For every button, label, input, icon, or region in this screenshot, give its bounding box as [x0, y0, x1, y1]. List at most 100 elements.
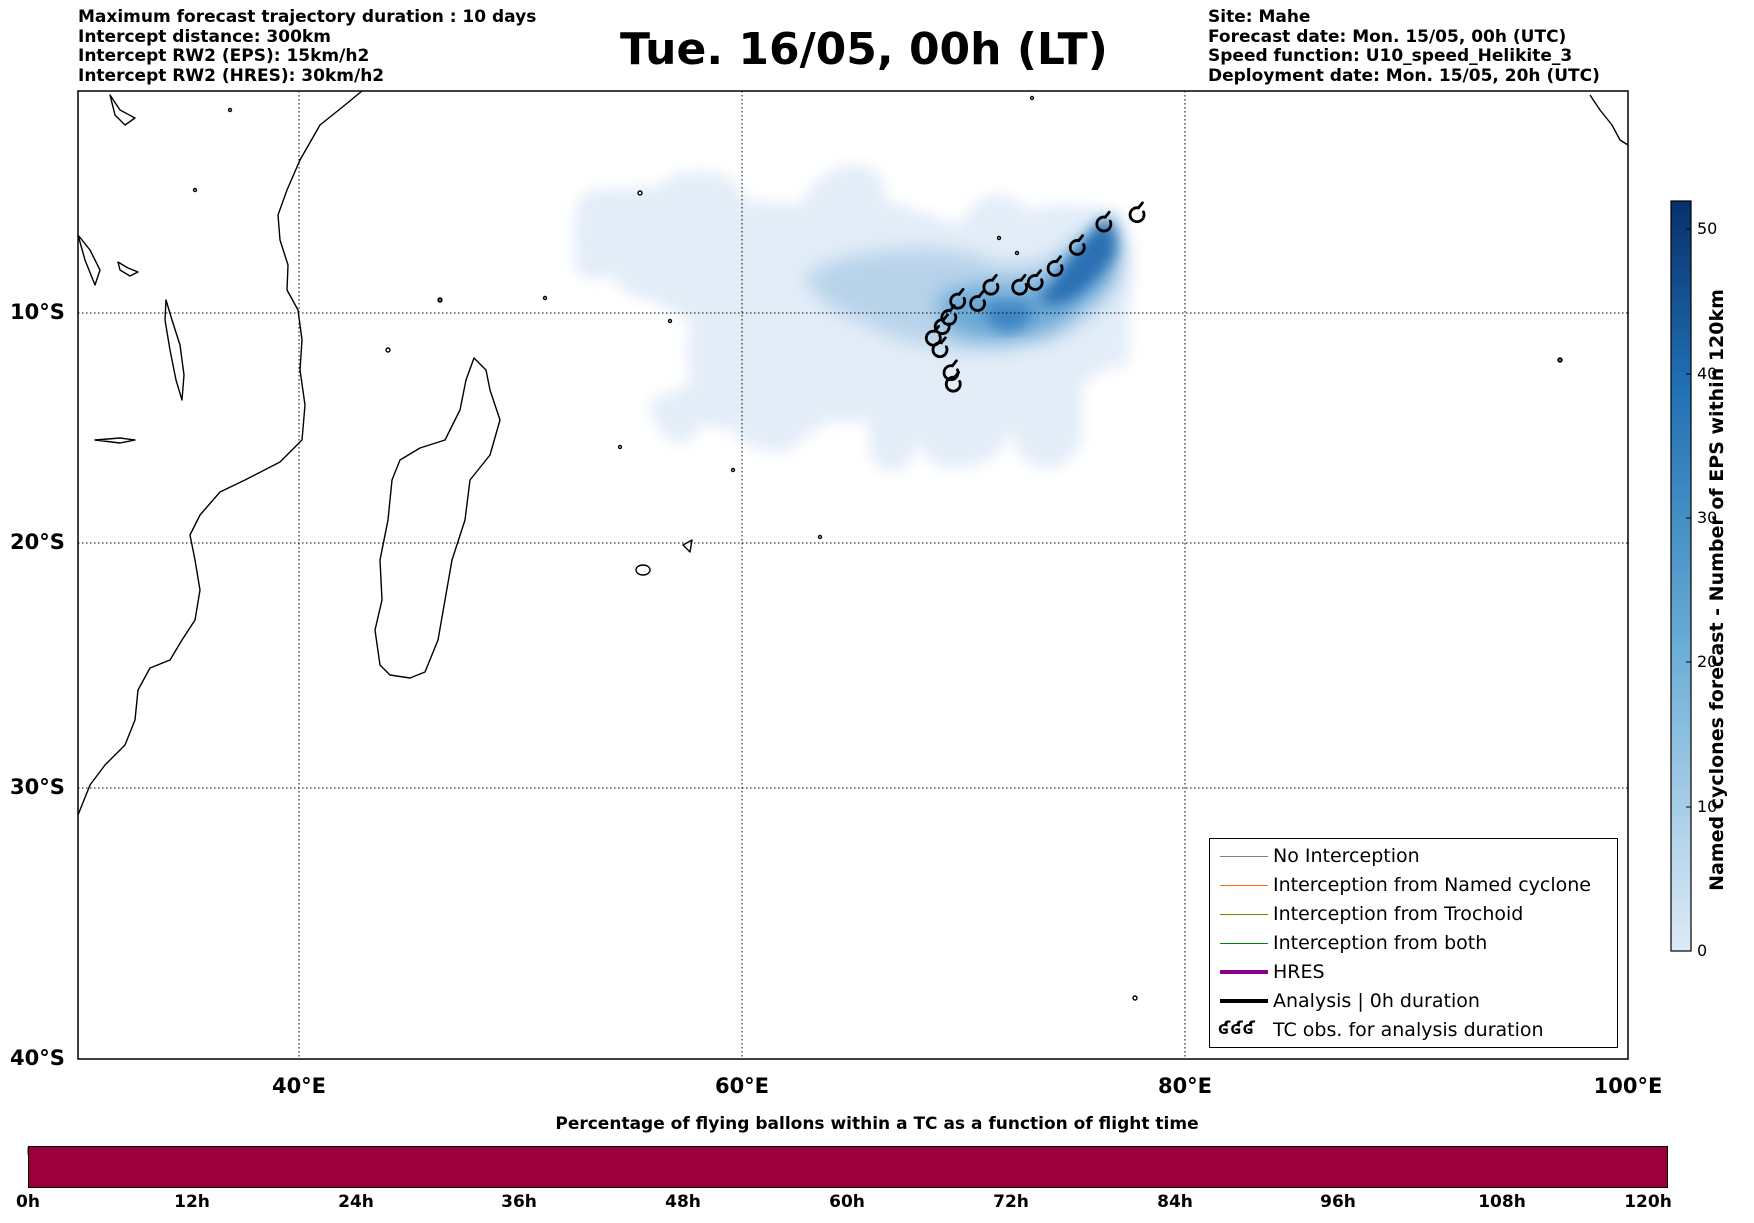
- time-tick-label: 48h: [665, 1192, 701, 1212]
- madagascar-coast: [374, 357, 501, 679]
- island-13: [996, 235, 1002, 241]
- legend-item: No Interception: [1210, 842, 1617, 871]
- time-tick-label: 84h: [1157, 1192, 1193, 1212]
- legend-label: Interception from Trochoid: [1273, 903, 1524, 925]
- legend-item: Interception from Named cyclone: [1210, 871, 1617, 900]
- colorbar-tick-label: 0: [1697, 941, 1708, 960]
- tc-obs-symbols: [924, 201, 1146, 393]
- density-upper: [939, 225, 1115, 339]
- lat-label: 40°S: [10, 1046, 65, 1070]
- legend-item: Interception from both: [1210, 929, 1617, 958]
- balloon-percentage-bar: [28, 1146, 1668, 1188]
- time-tick-label: 120h: [1624, 1192, 1672, 1212]
- time-tick-label: 12h: [174, 1192, 210, 1212]
- lat-label: 10°S: [10, 300, 65, 324]
- coast-detail-2: [94, 437, 136, 444]
- legend-swatch: [1220, 999, 1268, 1003]
- legend-label: No Interception: [1273, 845, 1420, 867]
- tc-obs-marker: [924, 324, 942, 347]
- island-6: [1029, 95, 1035, 101]
- header-line: Forecast date: Mon. 15/05, 00h (UTC): [1208, 26, 1567, 47]
- colorbar-tick-label: 40: [1697, 364, 1718, 383]
- legend-swatch: [1220, 914, 1268, 915]
- map-title: Tue. 16/05, 00h (LT): [620, 24, 1108, 75]
- header-line: Deployment date: Mon. 15/05, 20h (UTC): [1208, 65, 1600, 86]
- bottom-bar-title: Percentage of flying ballons within a TC…: [555, 1114, 1199, 1134]
- lat-label: 30°S: [10, 775, 65, 799]
- header-line: Intercept distance: 300km: [78, 26, 331, 47]
- tc-obs-marker: [1068, 234, 1086, 256]
- time-tick-label: 0h: [16, 1192, 40, 1212]
- density-core: [1040, 218, 1117, 305]
- island-15: [542, 295, 548, 301]
- island-9: [227, 107, 233, 113]
- island-14: [437, 297, 443, 303]
- coast-detail-4: [1589, 94, 1628, 146]
- density-core-2: [985, 302, 1031, 332]
- header-line: Speed function: U10_speed_Helikite_3: [1208, 46, 1573, 66]
- colorbar-title: Named cyclones forecast - Number of EPS …: [1706, 289, 1728, 891]
- tc-obs-marker: [1095, 210, 1113, 233]
- header-left-info: Maximum forecast trajectory duration : 1…: [78, 7, 537, 86]
- header-line: Intercept RW2 (EPS): 15km/h2: [78, 46, 370, 66]
- africa-coast: [78, 91, 363, 816]
- tc-obs-marker: [940, 304, 958, 326]
- legend-swatch: [1220, 970, 1268, 974]
- lon-label: 80°E: [1157, 1074, 1213, 1098]
- tc-obs-marker: [933, 313, 951, 336]
- lon-label: 40°E: [271, 1074, 327, 1098]
- legend-swatch: [1220, 943, 1268, 944]
- time-tick-label: 24h: [338, 1192, 374, 1212]
- lon-label: 60°E: [714, 1074, 770, 1098]
- time-tick-label: 72h: [993, 1192, 1029, 1212]
- time-tick-label: 108h: [1478, 1192, 1526, 1212]
- legend-swatch: [1220, 885, 1268, 886]
- tc-obs-marker: [931, 336, 949, 359]
- eps-density-field: [574, 165, 1134, 471]
- header-line: Maximum forecast trajectory duration : 1…: [78, 7, 537, 27]
- legend-label: TC obs. for analysis duration: [1273, 1019, 1544, 1041]
- legend-label: Interception from Named cyclone: [1273, 874, 1591, 896]
- legend-label: HRES: [1273, 961, 1325, 983]
- island-17: [1557, 357, 1563, 363]
- lake-tanganyika: [117, 261, 139, 277]
- legend-item: ʛʛʛ TC obs. for analysis duration: [1210, 1016, 1617, 1045]
- map-legend: No Interception Interception from Named …: [1209, 838, 1618, 1048]
- coast-detail-1: [78, 234, 101, 286]
- colorbar: [1670, 200, 1692, 952]
- graticule: [78, 91, 1628, 1059]
- legend-item: HRES: [1210, 958, 1617, 987]
- lon-label: 100°E: [1593, 1074, 1663, 1098]
- island-10: [192, 187, 198, 193]
- header-line: Intercept RW2 (HRES): 30km/h2: [78, 65, 385, 86]
- lake-malawi: [164, 299, 185, 401]
- legend-label: Interception from both: [1273, 932, 1488, 954]
- time-tick-label: 96h: [1320, 1192, 1356, 1212]
- tc-symbol-swatch: ʛʛʛ: [1218, 1018, 1255, 1039]
- island-4: [1132, 995, 1138, 1001]
- legend-label: Analysis | 0h duration: [1273, 990, 1480, 1012]
- tc-obs-marker: [969, 290, 986, 312]
- tc-obs-marker: [1011, 273, 1029, 296]
- colorbar-tick-label: 30: [1697, 508, 1718, 527]
- colorbar-ticks: [1686, 228, 1691, 952]
- tc-obs-marker: [944, 370, 962, 393]
- island-2: [385, 347, 391, 353]
- coastlines: [78, 91, 1628, 1001]
- legend-swatch: [1220, 856, 1268, 857]
- island-12: [730, 467, 736, 473]
- tc-obs-marker: [1026, 269, 1044, 291]
- colorbar-tick-label: 50: [1697, 219, 1718, 238]
- header-line: Site: Mahe: [1208, 7, 1311, 27]
- legend-item: Interception from Trochoid: [1210, 900, 1617, 929]
- island-8: [817, 534, 823, 540]
- lat-label: 20°S: [10, 530, 65, 554]
- mauritius: [635, 564, 651, 576]
- island-11: [617, 444, 623, 450]
- colorbar-tick-label: 10: [1697, 797, 1718, 816]
- tc-obs-marker: [1046, 255, 1064, 277]
- legend-item: Analysis | 0h duration: [1210, 987, 1617, 1016]
- tc-obs-marker: [982, 273, 1000, 296]
- tc-obs-marker: [1128, 201, 1146, 224]
